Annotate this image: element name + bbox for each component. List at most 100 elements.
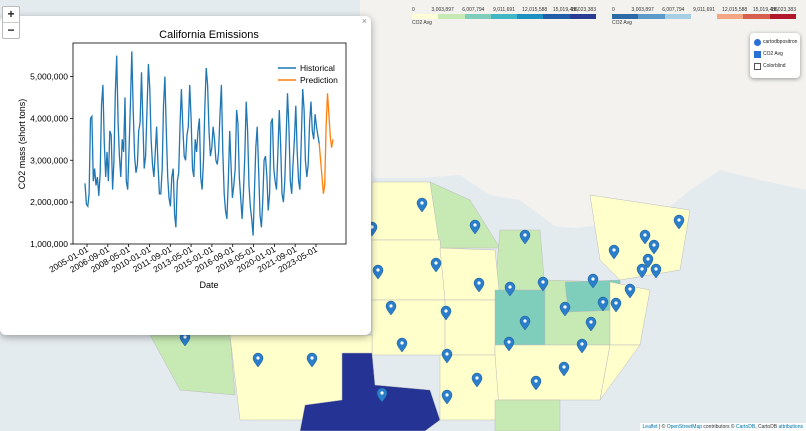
map-marker-icon[interactable] (376, 387, 388, 403)
series-prediction (318, 93, 334, 194)
state-michigan[interactable] (494, 229, 546, 291)
map-attribution: Leaflet | © OpenStreetMap contributors ©… (639, 423, 806, 431)
marker-dot (646, 257, 650, 261)
map-marker-icon[interactable] (585, 316, 597, 332)
map-marker-icon[interactable] (587, 273, 599, 289)
map-marker-icon[interactable] (473, 277, 485, 293)
marker-dot (601, 300, 605, 304)
map-marker-icon[interactable] (385, 300, 397, 316)
map-marker-icon[interactable] (519, 315, 531, 331)
lake-huron (540, 225, 580, 260)
map-marker-icon[interactable] (519, 229, 531, 245)
layer-label: Colorblind (763, 63, 786, 69)
colorbar-swatch (638, 14, 665, 19)
map-marker-icon[interactable] (441, 389, 453, 405)
layer-cartodbpositron[interactable]: cartodbpositron (750, 36, 800, 48)
map-marker-icon[interactable] (504, 281, 516, 297)
leaflet-link[interactable]: Leaflet (642, 424, 658, 430)
map-marker-icon[interactable] (673, 214, 685, 230)
state-florida[interactable] (494, 399, 561, 431)
map-marker-icon[interactable] (537, 276, 549, 292)
y-axis-label: CO2 mass (short tons) (17, 99, 27, 190)
colorbar-tick-label: 12,015,588 (522, 7, 548, 13)
layer-co2-avg[interactable]: CO2 Avg (750, 48, 800, 60)
state-texas[interactable] (299, 352, 441, 431)
x-axis-label: Date (199, 280, 218, 290)
map-marker-icon[interactable] (597, 296, 609, 312)
colorbar-swatch (690, 14, 718, 19)
map-marker-icon[interactable] (416, 197, 428, 213)
colorbar-tick-label: 3,003,897 (631, 7, 654, 13)
map-marker-icon[interactable] (430, 257, 442, 273)
colorbar-swatch (664, 14, 691, 19)
map-marker-icon[interactable] (636, 263, 648, 279)
colorbar-tick-label: 18,023,383 (770, 7, 796, 13)
map-marker-icon[interactable] (530, 375, 542, 391)
map-marker-icon[interactable] (306, 352, 318, 368)
state-california[interactable] (149, 334, 236, 396)
close-icon[interactable]: × (361, 16, 367, 26)
map-marker-icon[interactable] (558, 361, 570, 377)
map-marker-icon[interactable] (624, 283, 636, 299)
map-marker-icon[interactable] (559, 301, 571, 317)
state-southeast[interactable] (494, 344, 611, 401)
colorbar-swatch (612, 14, 639, 19)
layer-colorblind[interactable]: Colorblind (750, 60, 800, 72)
state-indiana[interactable] (494, 289, 546, 346)
map-marker-icon[interactable] (650, 263, 662, 279)
map-marker-icon[interactable] (469, 219, 481, 235)
colorbar-caption: CO2 Avg (412, 20, 432, 26)
state-new-england[interactable] (589, 194, 691, 281)
marker-dot (473, 223, 477, 227)
colorbar-tick-label: 3,003,897 (431, 7, 454, 13)
colorbar-swatch (412, 14, 439, 19)
marker-dot (445, 352, 449, 356)
state-kansas[interactable] (371, 299, 446, 356)
osm-link[interactable]: OpenStreetMap (666, 424, 703, 430)
map-marker-icon[interactable] (610, 297, 622, 313)
chart-popup: × California Emissions Date CO2 mass (sh… (0, 16, 371, 335)
zoom-out-button[interactable]: − (3, 22, 19, 38)
map-marker-icon[interactable] (372, 264, 384, 280)
colorbar-tick-label: 15,019,486 (552, 7, 578, 13)
state-carolina[interactable] (599, 344, 641, 401)
y-tick-label: 1,000,000 (30, 239, 68, 249)
marker-dot (563, 305, 567, 309)
marker-dot (562, 365, 566, 369)
map-marker-icon[interactable] (639, 229, 651, 245)
map-marker-icon[interactable] (441, 348, 453, 364)
checkbox-icon[interactable] (754, 50, 761, 58)
zoom-in-button[interactable]: + (7, 7, 15, 21)
y-tick-label: 4,000,000 (30, 113, 68, 123)
colorbar-ticks: 0 3,003,897 6,007,794 9,011,691 12,015,588 15… (612, 7, 796, 14)
map-marker-icon[interactable] (608, 244, 620, 260)
map-marker-icon[interactable] (471, 372, 483, 388)
map-marker-icon[interactable] (440, 305, 452, 321)
marker-dot (654, 267, 658, 271)
marker-dot (370, 225, 374, 229)
marker-dot (445, 393, 449, 397)
marker-dot (589, 320, 593, 324)
radio-icon[interactable] (754, 38, 761, 46)
marker-dot (475, 376, 479, 380)
map-marker-icon[interactable] (576, 338, 588, 354)
marker-dot (614, 301, 618, 305)
marker-dot (652, 243, 656, 247)
state-arkansas[interactable] (439, 354, 501, 421)
state-iowa[interactable] (439, 247, 501, 301)
y-tick-label: 2,000,000 (30, 197, 68, 207)
state-north[interactable] (371, 181, 441, 241)
checkbox-icon[interactable] (754, 62, 761, 70)
map-marker-icon[interactable] (396, 337, 408, 353)
carto-link[interactable]: CartoDB (736, 424, 756, 430)
marker-dot (534, 379, 538, 383)
colorbar-tick-label: 12,015,588 (722, 7, 748, 13)
map-marker-icon[interactable] (503, 336, 515, 352)
map-marker-icon[interactable] (648, 239, 660, 255)
marker-dot (628, 287, 632, 291)
map-marker-icon[interactable] (252, 352, 264, 368)
map-marker-icon[interactable] (642, 253, 654, 269)
attributions-link[interactable]: attributions (778, 424, 803, 430)
state-missouri[interactable] (444, 299, 496, 356)
